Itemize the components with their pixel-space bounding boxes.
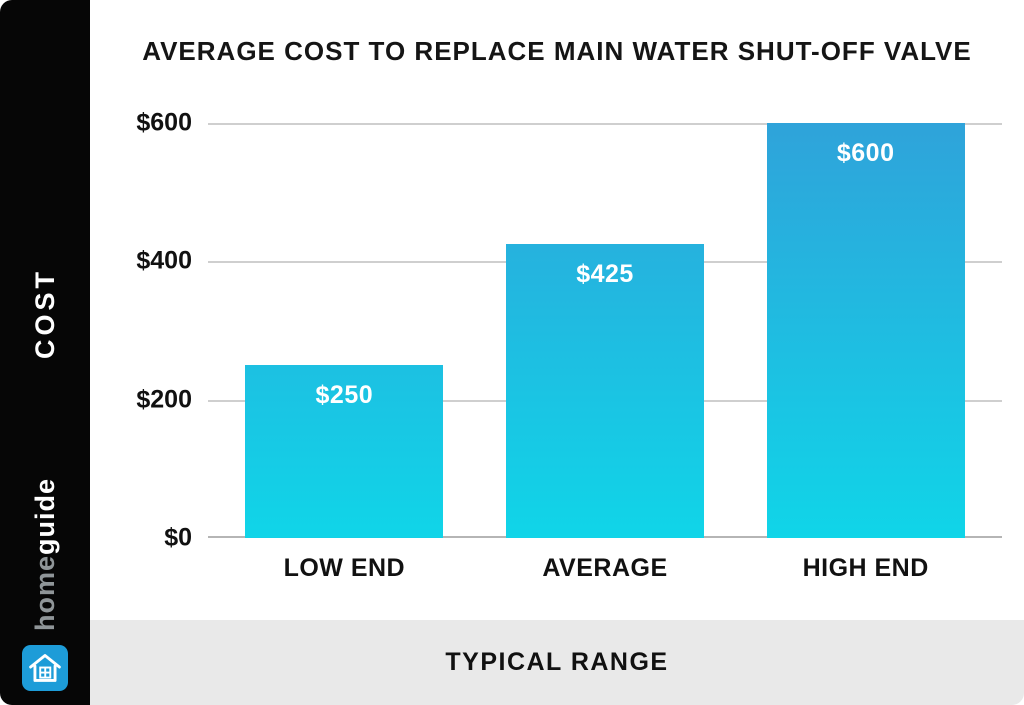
bar-slot: $250 [214, 123, 475, 538]
bar-value-label: $425 [576, 260, 634, 289]
bar-slot: $425 [475, 123, 736, 538]
brand-guide-text: guide [29, 477, 60, 555]
bar-slot: $600 [735, 123, 996, 538]
chart-main-area: AVERAGE COST TO REPLACE MAIN WATER SHUT-… [90, 0, 1024, 705]
bar-category-label: AVERAGE [542, 554, 668, 582]
y-axis-spacer [90, 554, 208, 583]
x-axis-title: TYPICAL RANGE [445, 648, 669, 676]
y-tick-label: $600 [136, 108, 192, 137]
y-tick-label: $0 [164, 523, 192, 552]
chart-area: AVERAGE COST TO REPLACE MAIN WATER SHUT-… [90, 0, 1024, 620]
y-tick-label: $200 [136, 385, 192, 414]
y-axis-title: COST [29, 268, 60, 360]
gridline-600 [208, 123, 1002, 125]
bar-category-label: LOW END [283, 554, 406, 582]
y-tick-label: $400 [136, 246, 192, 275]
y-axis-title-area: COST [30, 0, 61, 478]
bar-category-label: HIGH END [802, 554, 929, 582]
left-sidebar: COST homeguide [0, 0, 90, 705]
bar-value-label: $250 [315, 381, 374, 410]
bar-average: $425 [505, 244, 705, 538]
homeguide-logo-icon [22, 645, 68, 691]
y-axis: $600 $400 $200 $0 [90, 109, 208, 552]
category-slot: HIGH END [735, 554, 996, 583]
plot-row: $600 $400 $200 $0 $250 $425 $600 [90, 109, 1024, 552]
category-labels-container: LOW END AVERAGE HIGH END [208, 554, 1002, 583]
homeguide-wordmark: homeguide [30, 478, 61, 631]
bar-low-end: $250 [245, 365, 444, 538]
category-slot: LOW END [214, 554, 475, 583]
bar-high-end: $600 [766, 123, 965, 538]
category-axis-row: LOW END AVERAGE HIGH END [90, 554, 1024, 583]
bar-value-label: $600 [836, 139, 895, 167]
plot-area: $250 $425 $600 [208, 123, 1002, 538]
category-slot: AVERAGE [475, 554, 736, 583]
x-axis-title-band: TYPICAL RANGE [90, 620, 1024, 705]
brand-home-text: home [29, 554, 60, 631]
chart-title: AVERAGE COST TO REPLACE MAIN WATER SHUT-… [142, 36, 972, 66]
bars-container: $250 $425 $600 [208, 123, 1002, 538]
